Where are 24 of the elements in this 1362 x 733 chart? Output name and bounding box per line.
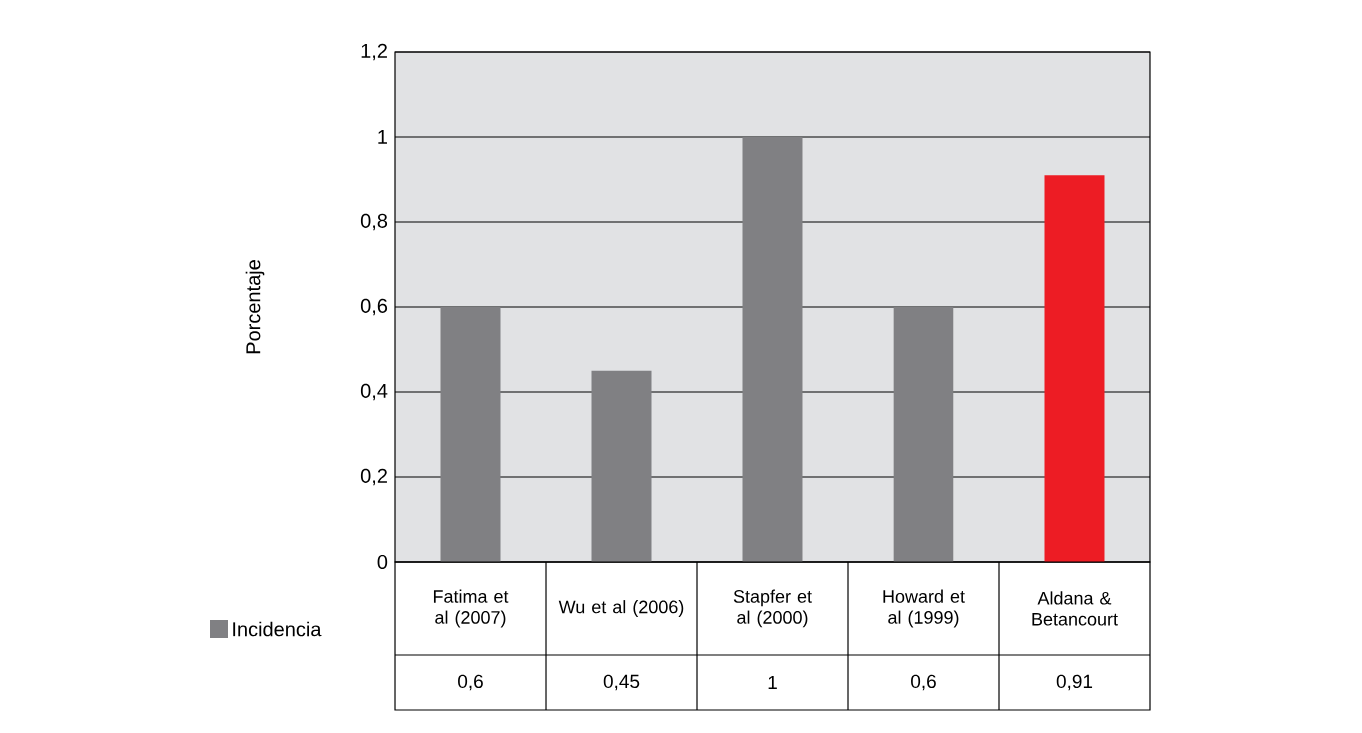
y-axis-title: Porcentaje (245, 260, 265, 354)
data-label: 0,45 (603, 674, 640, 691)
data-label: 0,91 (1056, 674, 1093, 691)
y-tick-label: 1,2 (361, 43, 387, 61)
bar (742, 136, 803, 562)
x-tick-label: Howard et al (1999) (883, 589, 965, 628)
x-tick-label: Wu et al (2006) (558, 600, 684, 617)
bar (893, 306, 954, 562)
legend-label: Incidencia (233, 621, 322, 637)
x-tick-label: Stapfer et al (2000) (733, 589, 812, 628)
y-tick-label: 0,6 (360, 298, 388, 316)
data-label: 0,6 (458, 674, 483, 691)
bar (591, 370, 652, 562)
y-tick-label: 0,2 (360, 468, 387, 486)
bar (440, 306, 501, 562)
x-tick-label: Aldana & Betancourt (1032, 591, 1118, 626)
x-tick-label: Fatima et al (2007) (433, 589, 509, 628)
y-tick-label: 1 (378, 130, 387, 144)
y-tick-label: 0,8 (360, 213, 388, 231)
y-tick-label: 0,4 (360, 383, 388, 401)
y-tick-label: 0 (377, 554, 388, 570)
data-label: 0,6 (911, 674, 936, 691)
bar (1044, 175, 1105, 562)
data-label: 1 (768, 675, 777, 690)
